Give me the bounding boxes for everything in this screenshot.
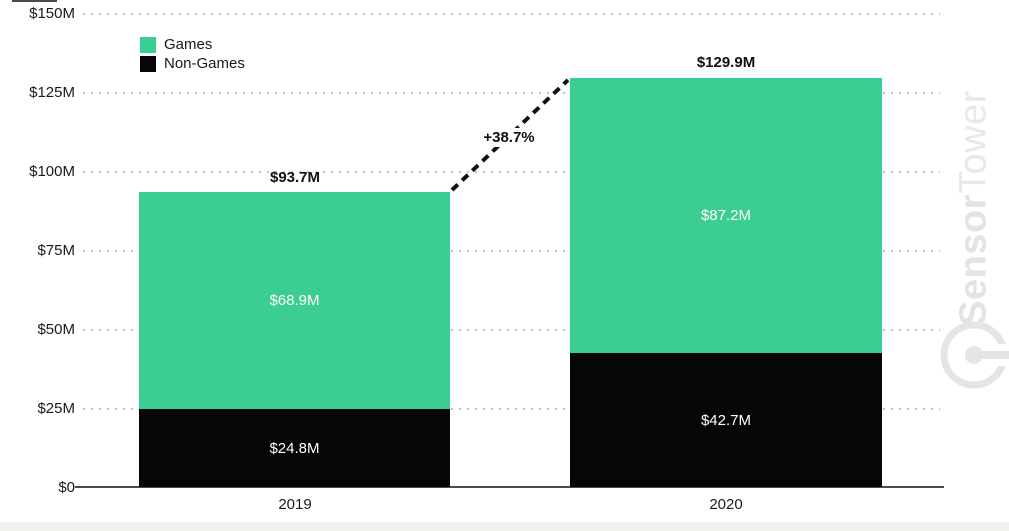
gridline-25m [83, 408, 940, 410]
gridline-50m [83, 329, 940, 331]
legend-item-games: Games [140, 36, 245, 53]
legend-label: Games [164, 36, 213, 53]
segment-value-label: $87.2M [700, 207, 752, 224]
sensortower-watermark: SensorTower [953, 90, 996, 326]
segment-value-label: $68.9M [269, 292, 320, 309]
bottom-strip [0, 522, 1009, 531]
gridline-150m [83, 13, 940, 15]
y-tick-label: $150M [29, 5, 75, 22]
y-tick-label: $75M [37, 242, 75, 259]
segment-value-label: $24.8M [269, 439, 320, 457]
bar-2020-games-segment: $87.2M [570, 78, 882, 353]
bar-2020-total-label: $129.9M [696, 54, 756, 71]
nongames-swatch-icon [140, 55, 156, 72]
growth-dashed-line [450, 78, 570, 192]
bar-2019-total-label: $93.7M [269, 169, 321, 186]
y-tick-label: $25M [37, 400, 75, 417]
y-tick-label: $50M [37, 321, 75, 338]
legend: Games Non-Games [140, 36, 245, 74]
x-category-label-2020: 2020 [709, 496, 743, 513]
legend-label: Non-Games [164, 55, 245, 72]
gridline-125m [83, 92, 940, 94]
gridline-100m [83, 171, 940, 173]
segment-value-label: $42.7M [700, 411, 752, 429]
bar-2020-nongames-segment: $42.7M [570, 353, 882, 487]
x-axis-line [75, 486, 944, 488]
bar-2019-nongames-segment: $24.8M [139, 409, 450, 487]
bar-2019-games-segment: $68.9M [139, 192, 450, 409]
legend-item-nongames: Non-Games [140, 55, 245, 72]
watermark-brand-bold: Sensor [952, 194, 995, 326]
growth-percentage-label: +38.7% [480, 128, 538, 147]
gridline-75m [83, 250, 940, 252]
y-tick-label: $0 [58, 479, 75, 496]
games-swatch-icon [140, 36, 156, 53]
y-tick-label: $100M [29, 163, 75, 180]
y-tick-label: $125M [29, 84, 75, 101]
watermark-brand-light: Tower [952, 90, 995, 195]
sensortower-logo-icon [940, 321, 1009, 389]
x-category-label-2019: 2019 [278, 496, 312, 513]
top-crop-line [12, 0, 57, 2]
